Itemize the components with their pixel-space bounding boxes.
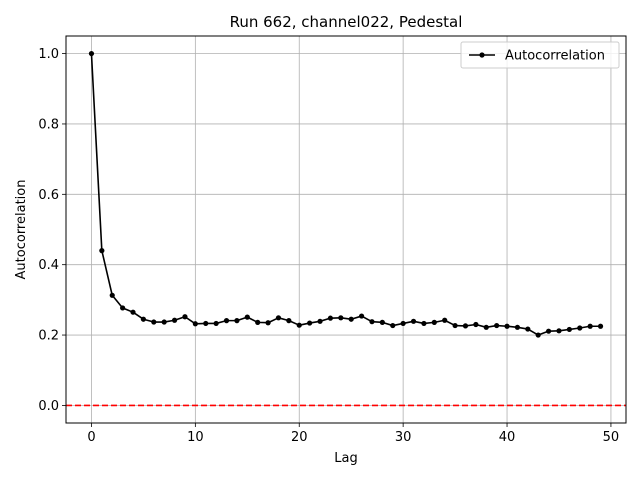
data-point	[151, 319, 157, 325]
data-point	[120, 305, 126, 311]
data-point	[462, 323, 469, 329]
data-point	[452, 322, 458, 329]
legend-label-autocorrelation: Autocorrelation	[505, 49, 605, 64]
data-point	[442, 317, 448, 323]
y-axis-label: Autocorrelation	[14, 180, 29, 280]
data-point	[244, 314, 250, 320]
legend-box	[460, 41, 620, 69]
y-tick-label: 0.8	[38, 117, 59, 132]
data-point	[514, 324, 521, 330]
data-point	[88, 50, 95, 57]
data-point	[140, 316, 147, 322]
data-point	[577, 325, 583, 331]
data-point	[171, 317, 178, 323]
data-point	[400, 320, 406, 327]
data-point	[203, 320, 209, 327]
data-point	[182, 314, 188, 320]
y-tick-label: 0.0	[38, 399, 59, 414]
y-tick-label: 0.4	[38, 258, 59, 273]
data-point	[223, 318, 230, 324]
data-point	[525, 326, 531, 332]
y-ticks: 0.0 0.2 0.4 0.6 0.8 1.0	[38, 47, 66, 414]
y-tick-label: 0.6	[38, 188, 59, 203]
data-point	[161, 319, 167, 325]
x-tick-label: 0	[87, 430, 95, 445]
data-point	[338, 315, 344, 321]
data-point	[255, 319, 261, 325]
data-point	[535, 332, 541, 338]
y-tick-label: 0.2	[38, 329, 59, 344]
data-point	[275, 315, 282, 321]
x-ticks: 0 10 20 30 40 50	[87, 423, 619, 445]
data-point	[421, 320, 427, 327]
data-point	[379, 319, 385, 325]
y-tick-label: 1.0	[38, 47, 59, 62]
data-point	[234, 318, 240, 324]
data-point	[566, 326, 572, 333]
data-point	[483, 324, 489, 330]
data-point	[130, 309, 136, 315]
legend: Autocorrelation	[460, 41, 620, 69]
data-point	[358, 313, 365, 319]
x-tick-label: 30	[395, 430, 412, 445]
plot-frame	[65, 35, 627, 424]
data-point	[317, 318, 323, 324]
data-point	[109, 292, 115, 298]
data-point	[545, 328, 552, 334]
data-point	[504, 323, 510, 329]
x-tick-label: 20	[291, 430, 308, 445]
data-point	[431, 319, 437, 325]
data-point	[265, 320, 271, 326]
data-point	[494, 322, 500, 329]
data-point	[473, 321, 479, 328]
data-point	[192, 321, 198, 327]
data-point	[286, 318, 292, 324]
x-tick-label: 40	[499, 430, 516, 445]
x-tick-label: 50	[603, 430, 620, 445]
chart-title: Run 662, channel022, Pedestal	[230, 13, 463, 31]
data-point	[213, 320, 219, 327]
data-point	[556, 328, 562, 334]
data-point	[99, 248, 105, 254]
data-point	[296, 322, 302, 328]
data-point	[327, 315, 334, 321]
legend-swatch-marker	[479, 52, 485, 58]
data-point	[587, 323, 593, 329]
data-point	[348, 316, 354, 322]
series-layer	[88, 50, 604, 338]
data-point	[597, 323, 604, 329]
data-point	[369, 319, 375, 325]
x-tick-label: 10	[187, 430, 204, 445]
data-point	[307, 320, 313, 326]
x-axis-label: Lag	[334, 451, 357, 466]
data-point	[410, 318, 417, 324]
data-point	[390, 322, 396, 329]
